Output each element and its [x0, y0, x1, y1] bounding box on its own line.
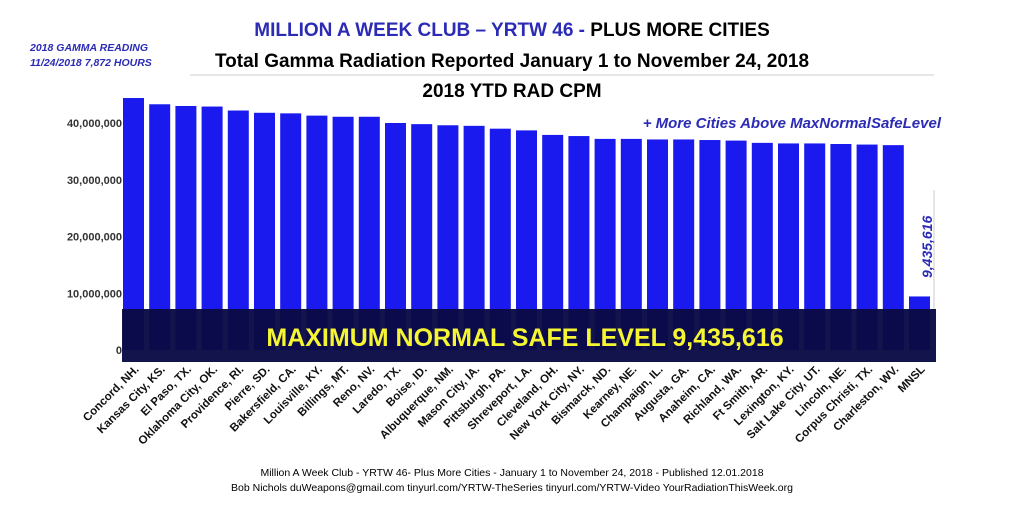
x-axis-labels: Concord, NH.Kansas City, KS.El Paso, TX.… — [81, 364, 927, 448]
bar — [463, 125, 485, 351]
title-black-part: PLUS MORE CITIES — [585, 20, 770, 41]
bar — [227, 110, 249, 350]
title-blue-part: MILLION A WEEK CLUB – YRTW 46 - — [254, 20, 585, 41]
max-safe-level-text: MAXIMUM NORMAL SAFE LEVEL 9,435,616 — [266, 324, 783, 352]
bar — [123, 98, 144, 350]
bar — [201, 106, 223, 350]
bar — [385, 123, 406, 350]
bar — [542, 134, 564, 350]
bar — [306, 115, 328, 350]
max-safe-level-banner — [122, 309, 936, 362]
y-axis-ticks: 0 10,000,000 20,000,000 30,000,000 40,000,00… — [67, 118, 122, 357]
bar — [358, 116, 380, 350]
bar — [620, 138, 642, 350]
chart-main-title: MILLION A WEEK CLUB – YRTW 46 - PLUS MOR… — [0, 20, 1024, 42]
more-cities-annotation: + More Cities Above MaxNormalSafeLevel — [643, 115, 942, 132]
bar — [489, 128, 511, 350]
bar — [751, 142, 773, 350]
bar — [856, 144, 878, 350]
bar — [804, 143, 826, 350]
bar — [882, 145, 904, 350]
y-tick-label: 10,000,000 — [67, 288, 122, 300]
bar — [830, 143, 852, 350]
bar — [516, 130, 537, 350]
chart-title: 2018 YTD RAD CPM — [422, 81, 602, 102]
mnsl-value-label: 9,435,616 — [919, 216, 935, 278]
bar — [594, 138, 616, 350]
bar — [149, 104, 171, 351]
bar — [437, 125, 459, 351]
footer-line-1: Million A Week Club - YRTW 46- Plus More… — [260, 467, 764, 479]
chart-subtitle: Total Gamma Radiation Reported January 1… — [214, 51, 810, 72]
bar — [725, 140, 747, 350]
bar — [568, 136, 590, 350]
y-tick-label: 40,000,000 — [67, 118, 122, 130]
gamma-reading-note: 2018 GAMMA READING 11/24/2018 7,872 HOUR… — [30, 41, 152, 71]
bar — [175, 105, 197, 350]
bar — [699, 140, 721, 350]
reading-line-2: 11/24/2018 7,872 HOURS — [30, 57, 152, 69]
bar — [411, 124, 433, 350]
y-tick-label: 0 — [116, 345, 122, 357]
y-tick-label: 30,000,000 — [67, 175, 122, 187]
reading-line-1: 2018 GAMMA READING — [30, 42, 149, 54]
bar — [778, 143, 799, 350]
footer-line-2: Bob Nichols duWeapons@gmail.com tinyurl.… — [231, 482, 793, 494]
bar — [280, 113, 302, 350]
bars-group — [123, 98, 930, 351]
bar — [673, 139, 695, 350]
bar — [332, 116, 354, 350]
bar — [254, 112, 275, 350]
footer: Million A Week Club - YRTW 46- Plus More… — [0, 466, 1024, 496]
x-tick-label: MNSL — [896, 364, 928, 396]
y-tick-label: 20,000,000 — [67, 232, 122, 244]
bar — [647, 139, 668, 350]
